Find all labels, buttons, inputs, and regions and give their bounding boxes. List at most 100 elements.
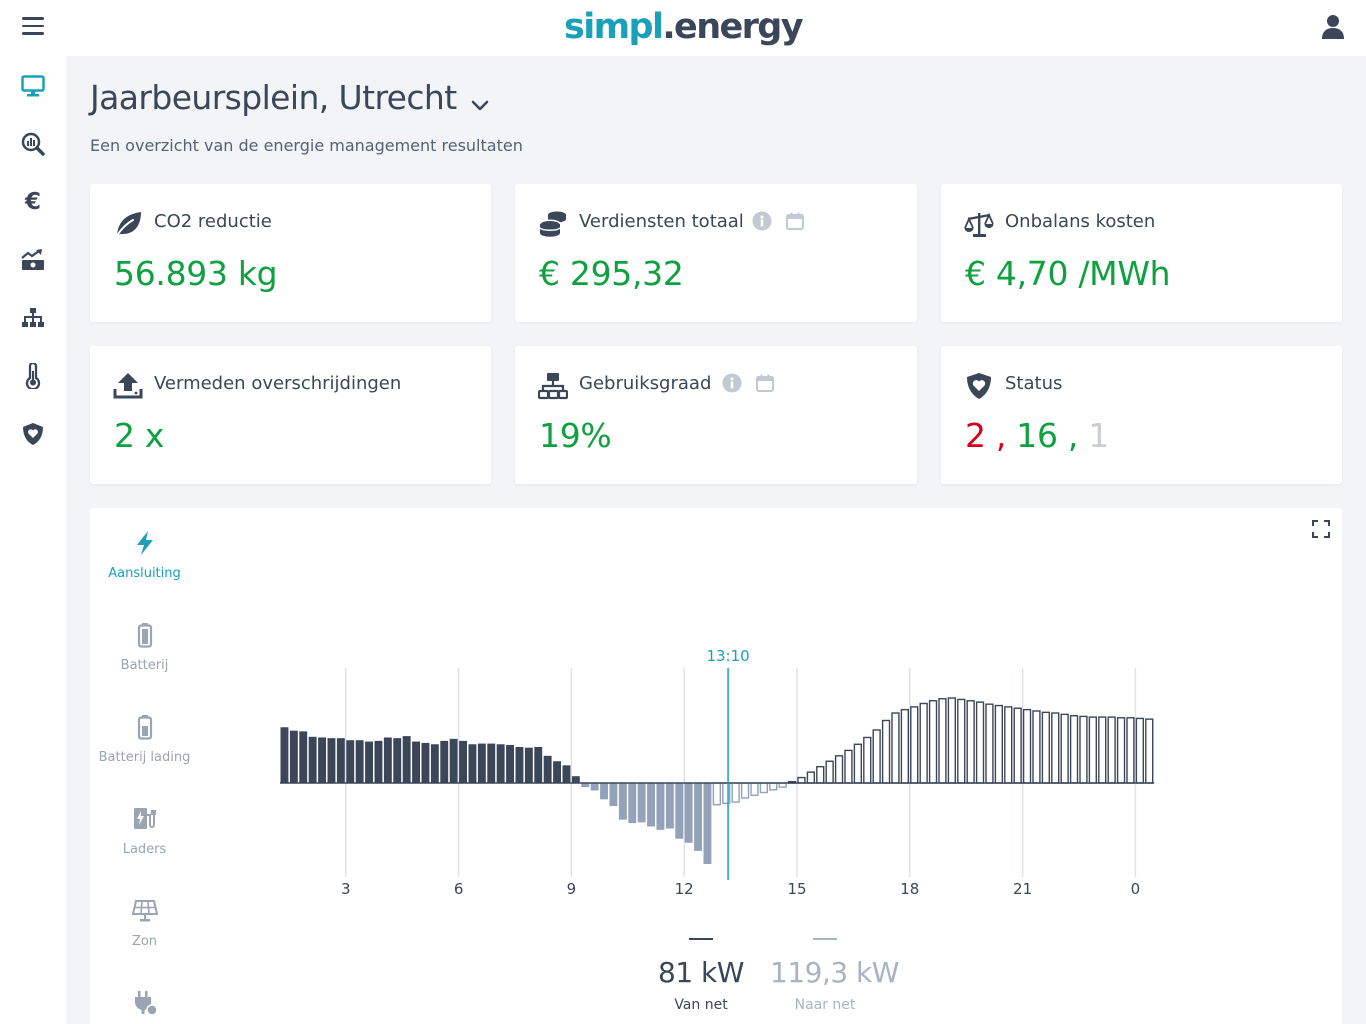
- chart-bar-forecast: [816, 765, 825, 784]
- logo[interactable]: simpl.energy: [564, 7, 804, 47]
- tab-batterij-lading[interactable]: Batterij lading: [92, 714, 197, 765]
- x-tick-label: 15: [787, 880, 806, 898]
- sidebar: €: [0, 56, 66, 1024]
- power-bar-chart[interactable]: 369121518210125,1 kW0-119,3 kW13:10: [270, 638, 1270, 1024]
- chart-bar: [280, 727, 289, 783]
- chart-bar: [412, 741, 420, 783]
- scale-icon: [964, 212, 994, 237]
- shield-heart-icon: [967, 373, 991, 399]
- chart-bar-forecast: [1116, 717, 1126, 784]
- chart-bar-forecast: [853, 743, 863, 784]
- chart-bar-forecast: [712, 782, 721, 806]
- tab-zon[interactable]: Zon: [92, 898, 197, 949]
- chart-bar-forecast: [806, 771, 816, 784]
- avoided-title: Vermeden overschrijdingen: [154, 373, 402, 394]
- status-inactive-count: 1: [1088, 416, 1109, 455]
- chart-bar: [600, 783, 608, 800]
- chart-bar-forecast: [1079, 715, 1088, 784]
- sidebar-item-costs[interactable]: €: [19, 188, 47, 216]
- chart-bar: [402, 736, 411, 783]
- tab-plug[interactable]: [92, 990, 197, 1024]
- chart-bar-forecast: [844, 749, 853, 784]
- status-title: Status: [1005, 373, 1063, 394]
- tab-batterij[interactable]: Batterij: [92, 622, 197, 673]
- chart-bar: [543, 755, 552, 783]
- chart-bar: [318, 737, 326, 783]
- legend-line: [689, 938, 713, 940]
- sidebar-item-temperature[interactable]: [19, 362, 47, 390]
- chart-bar-forecast: [1032, 710, 1041, 784]
- chart-bar-forecast: [919, 702, 928, 784]
- info-icon[interactable]: [752, 211, 772, 231]
- calendar-icon[interactable]: [755, 373, 775, 393]
- euro-icon: €: [24, 189, 41, 215]
- menu-icon[interactable]: [22, 17, 44, 37]
- chart-bar: [703, 783, 712, 864]
- sidebar-item-hierarchy[interactable]: [19, 304, 47, 332]
- chart-bar-forecast: [872, 729, 881, 784]
- avoided-value: 2 x: [114, 416, 165, 455]
- tab-laders[interactable]: Laders: [92, 806, 197, 857]
- chart-bar-forecast: [1135, 717, 1145, 784]
- co2-value: 56.893 kg: [114, 254, 278, 293]
- chart-bar: [656, 783, 665, 830]
- imbalance-value: € 4,70 /MWh: [965, 254, 1171, 293]
- imbalance-title: Onbalans kosten: [1005, 211, 1156, 232]
- chart-bar-forecast: [966, 700, 975, 784]
- user-icon[interactable]: [1322, 14, 1344, 40]
- legend-from-grid[interactable]: 81 kW Van net: [646, 938, 756, 1013]
- legend-from-grid-value: 81 kW: [658, 956, 744, 989]
- chart-bar: [618, 783, 627, 820]
- chart-bar-forecast: [759, 782, 768, 794]
- chart-bar-forecast: [910, 706, 919, 784]
- money-chart-icon: [21, 249, 44, 270]
- x-tick-label: 0: [1131, 880, 1141, 898]
- sidebar-item-security[interactable]: [19, 420, 47, 448]
- earnings-value: € 295,32: [539, 254, 684, 293]
- fullscreen-icon[interactable]: [1311, 519, 1331, 539]
- chart-bar-forecast: [1098, 716, 1107, 784]
- legend-to-grid[interactable]: 119,3 kW Naar net: [770, 938, 899, 1013]
- chart-bar-forecast: [985, 703, 994, 784]
- chart-bar-forecast: [947, 697, 957, 784]
- x-tick-label: 3: [341, 880, 351, 898]
- chart-bar: [289, 730, 298, 783]
- chart-bar: [647, 783, 655, 827]
- chart-bar-forecast: [1088, 716, 1098, 784]
- monitor-icon: [21, 75, 45, 97]
- page-title[interactable]: Jaarbeursplein, Utrecht: [90, 78, 457, 117]
- status-error-count: 2: [965, 416, 986, 455]
- chart-bar-forecast: [1022, 708, 1032, 784]
- status-card: Status 2 , 16 , 1: [941, 346, 1342, 484]
- search-chart-icon: [21, 132, 45, 156]
- sidebar-item-trading[interactable]: [19, 246, 47, 274]
- legend-to-grid-value: 119,3 kW: [770, 956, 899, 989]
- sidebar-item-dashboard[interactable]: [19, 72, 47, 100]
- x-tick-label: 12: [675, 880, 694, 898]
- sidebar-item-analysis[interactable]: [19, 130, 47, 158]
- chart-bar-forecast: [1069, 715, 1079, 784]
- info-icon[interactable]: [722, 373, 742, 393]
- shield-heart-icon: [23, 423, 43, 445]
- chevron-down-icon[interactable]: [469, 94, 491, 116]
- calendar-icon[interactable]: [785, 211, 805, 231]
- co2-card: CO2 reductie 56.893 kg: [90, 184, 491, 322]
- charging-station-icon: [133, 808, 156, 829]
- chart-bar: [459, 740, 467, 783]
- imbalance-card: Onbalans kosten € 4,70 /MWh: [941, 184, 1342, 322]
- chart-bar: [694, 783, 702, 851]
- network-icon: [538, 373, 568, 400]
- x-tick-label: 9: [567, 880, 577, 898]
- chart-bar-forecast: [994, 704, 1004, 784]
- status-separator: ,: [1057, 416, 1089, 455]
- plug-icon: [134, 991, 158, 1016]
- top-bar: simpl.energy: [0, 0, 1366, 56]
- tab-aansluiting[interactable]: Aansluiting: [92, 530, 197, 581]
- status-value: 2 , 16 , 1: [965, 416, 1109, 455]
- chart-bar: [590, 783, 599, 791]
- chart-bar: [393, 738, 402, 783]
- thermometer-icon: [25, 363, 41, 389]
- chart-bar-forecast: [1041, 711, 1051, 784]
- chart-bar-forecast: [750, 782, 759, 796]
- chart-bar: [365, 741, 373, 783]
